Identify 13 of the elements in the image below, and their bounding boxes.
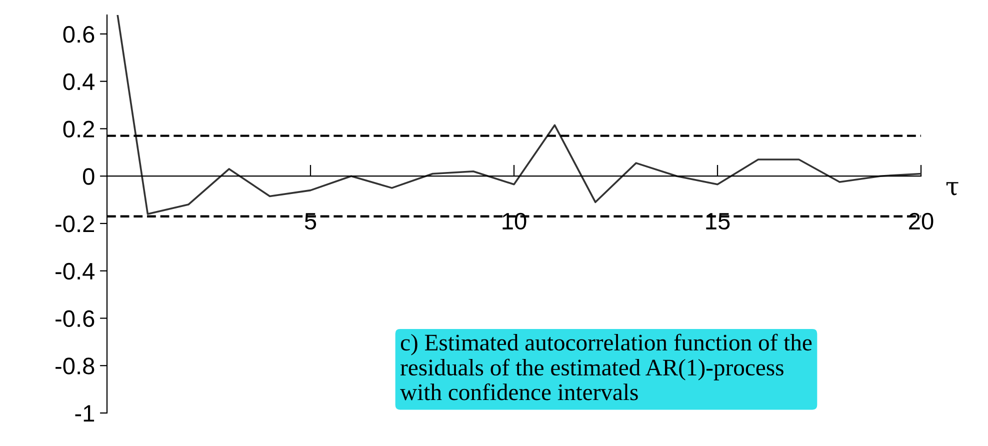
y-tick-label: -1 <box>75 405 94 422</box>
x-tick-label: 20 <box>909 212 934 230</box>
annotation: c) Estimated autocorrelation function of the residuals of the estimated AR(1)-process with confidence intervals <box>400 334 812 400</box>
y-tick-label: 0 <box>82 168 94 185</box>
y-tick-label: -0.2 <box>56 216 94 232</box>
y-tick-label: 0.2 <box>63 120 94 138</box>
y-tick-label: -0.8 <box>56 358 94 374</box>
y-tick-label: -0.6 <box>56 310 94 328</box>
x-axis-title: τ <box>946 182 958 196</box>
y-tick-label: -0.4 <box>56 262 95 280</box>
y-tick-label: 0.6 <box>63 26 94 43</box>
x-tick-label: 5 <box>304 213 316 230</box>
y-tick-label: 0.4 <box>63 73 95 90</box>
